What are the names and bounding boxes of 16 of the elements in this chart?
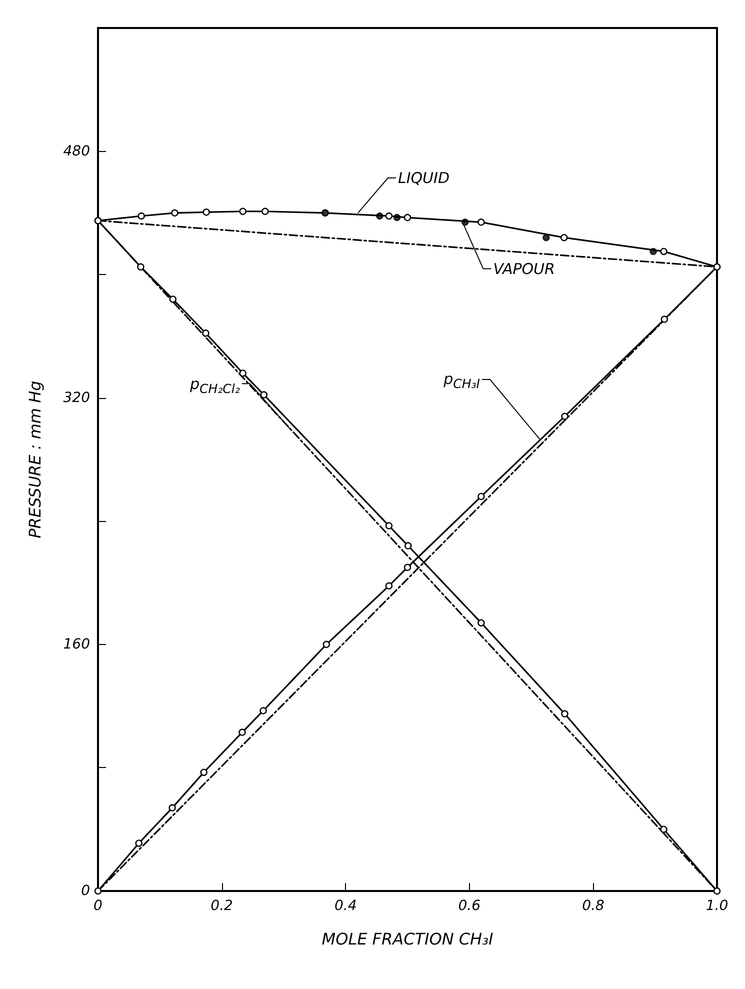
- x-axis-title: MOLE FRACTION CH₃I: [322, 930, 494, 948]
- x-tick-label: 1.0: [706, 898, 728, 914]
- x-tick-label: 0.8: [582, 898, 604, 914]
- y-tick-label: 160: [63, 636, 90, 652]
- annotation: LIQUID: [398, 168, 450, 188]
- y-tick-label: 320: [63, 390, 90, 406]
- y-tick-label: 480: [63, 143, 90, 160]
- y-tick-label: 0: [81, 883, 90, 899]
- annotation: VAPOUR: [493, 258, 555, 279]
- y-axis-title: PRESSURE : mm Hg: [26, 380, 44, 538]
- annotation: p$_{CH₂Cl₂}$: [190, 374, 240, 398]
- x-tick-label: 0.2: [210, 898, 234, 914]
- x-tick-label: 0.4: [334, 898, 357, 914]
- x-tick-label: 0.6: [458, 898, 481, 914]
- annotation: p$_{CH₃I}$: [444, 369, 480, 394]
- x-tick-label: 0: [94, 898, 103, 914]
